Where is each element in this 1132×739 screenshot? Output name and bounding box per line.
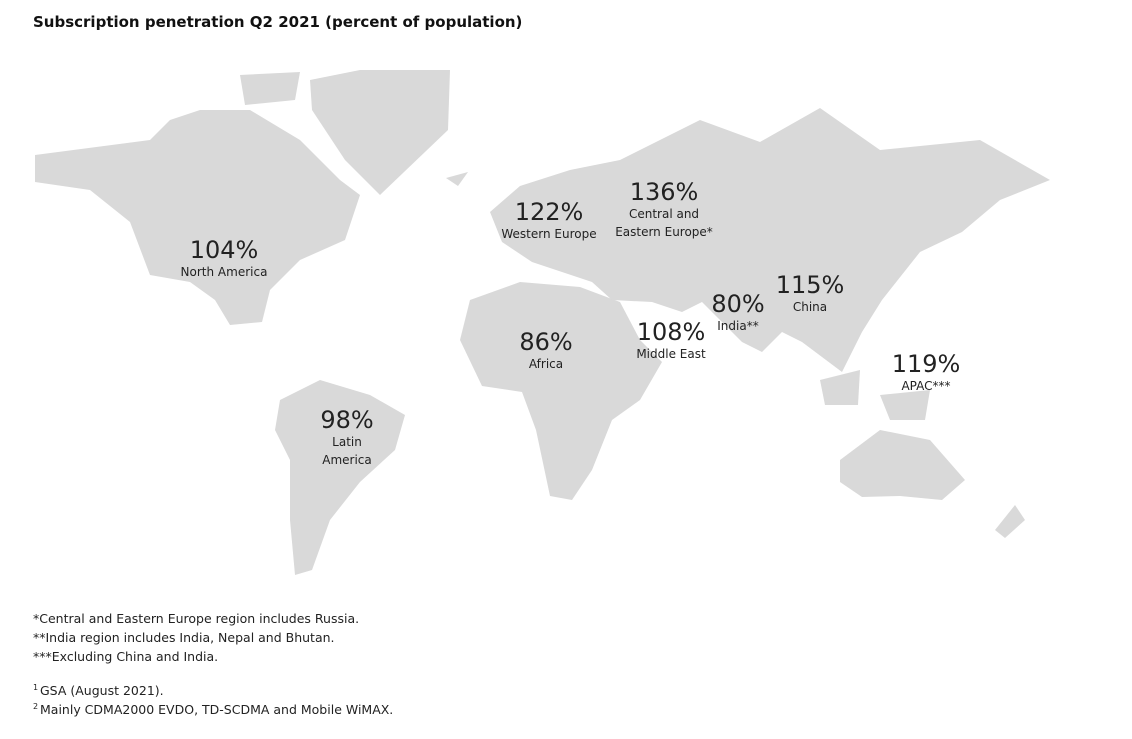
region-name: India**	[717, 319, 758, 333]
africa-shape	[460, 282, 662, 500]
region-name: Middle East	[636, 347, 706, 361]
region-value: 122%	[515, 198, 584, 226]
region-name: Eastern Europe*	[615, 225, 713, 239]
region-value: 86%	[519, 328, 572, 356]
region-name: Africa	[529, 357, 563, 371]
region-name: Central and	[629, 207, 699, 221]
title: Subscription penetration Q2 2021 (percen…	[33, 13, 522, 31]
region-value: 98%	[320, 406, 373, 434]
island	[820, 370, 860, 405]
arctic-island	[240, 72, 300, 105]
south-america-shape	[275, 380, 405, 575]
land	[35, 70, 1050, 575]
source-mark: 1	[33, 683, 38, 692]
region-name: North America	[181, 265, 268, 279]
region-name: China	[793, 300, 827, 314]
source-text: Mainly CDMA2000 EVDO, TD-SCDMA and Mobil…	[40, 702, 393, 717]
region-value: 119%	[892, 350, 961, 378]
region-name: Latin	[332, 435, 362, 449]
footnote: ***Excluding China and India.	[33, 649, 218, 664]
region-name: America	[322, 453, 372, 467]
australia-shape	[840, 430, 965, 500]
greenland-shape	[310, 70, 450, 195]
north-america-shape	[35, 110, 360, 325]
footnote: *Central and Eastern Europe region inclu…	[33, 611, 359, 626]
island	[446, 172, 468, 186]
island	[995, 505, 1025, 538]
footnote: **India region includes India, Nepal and…	[33, 630, 335, 645]
source-mark: 2	[33, 702, 38, 711]
region-value: 115%	[776, 271, 845, 299]
source-text: GSA (August 2021).	[40, 683, 164, 698]
region-value: 136%	[630, 178, 699, 206]
region-name: Western Europe	[501, 227, 596, 241]
region-value: 80%	[711, 290, 764, 318]
region-name: APAC***	[901, 379, 950, 393]
island	[880, 390, 930, 420]
region-value: 108%	[637, 318, 706, 346]
eurasia-shape	[490, 108, 1050, 372]
region-value: 104%	[190, 236, 259, 264]
